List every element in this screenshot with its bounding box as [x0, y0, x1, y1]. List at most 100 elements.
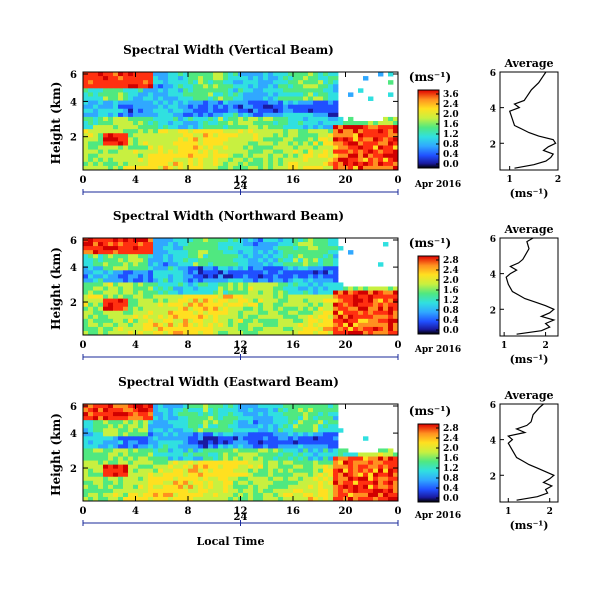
- heatmap-cell: [133, 84, 139, 89]
- heatmap-cell: [238, 270, 244, 275]
- heatmap-cell: [163, 294, 169, 300]
- heatmap-cell: [283, 282, 289, 287]
- heatmap-cell: [138, 496, 144, 502]
- heatmap-cell: [293, 412, 299, 417]
- heatmap-cell: [153, 440, 159, 445]
- heatmap-cell: [228, 278, 234, 283]
- heatmap-cell: [313, 145, 319, 150]
- heatmap-cell: [238, 242, 244, 247]
- heatmap-cell: [368, 322, 374, 328]
- heatmap-cell: [83, 302, 89, 308]
- heatmap-cell: [98, 412, 104, 417]
- heatmap-cell: [358, 318, 364, 324]
- heatmap-cell: [143, 165, 149, 171]
- heatmap-cell: [103, 137, 109, 142]
- heatmap-cell: [103, 112, 109, 118]
- heatmap-cell: [313, 322, 319, 328]
- heatmap-cell: [168, 456, 174, 461]
- heatmap-cell: [88, 468, 94, 474]
- heatmap-cell: [303, 428, 309, 433]
- heatmap-cell: [303, 472, 309, 478]
- heatmap-cell: [388, 460, 394, 466]
- heatmap-cell: [93, 448, 99, 453]
- heatmap-cell: [118, 242, 124, 247]
- heatmap-cell: [263, 116, 269, 122]
- heatmap-cell: [113, 76, 119, 81]
- heatmap-cell: [218, 460, 224, 466]
- heatmap-cell: [338, 488, 344, 494]
- heatmap-cell: [298, 100, 304, 106]
- heatmap-cell: [173, 278, 179, 283]
- heatmap-cell: [198, 262, 204, 267]
- heatmap-cell: [123, 145, 129, 150]
- colorbar-tick-label: 2.8: [443, 256, 459, 266]
- average-y-tick-label: 6: [490, 235, 496, 245]
- heatmap-cell: [258, 404, 264, 409]
- heatmap-cell: [243, 112, 249, 118]
- heatmap-cell: [288, 125, 294, 130]
- heatmap-cell: [98, 129, 104, 134]
- heatmap-cell: [158, 488, 164, 494]
- heatmap-cell: [333, 129, 339, 134]
- heatmap-cell: [333, 298, 339, 304]
- heatmap-cell: [108, 404, 114, 409]
- heatmap-cell: [353, 137, 359, 142]
- heatmap-cell: [213, 84, 219, 89]
- heatmap-cell: [163, 488, 169, 494]
- heatmap-cell: [303, 314, 309, 320]
- heatmap-cell: [253, 286, 259, 291]
- heatmap-cell: [213, 121, 219, 126]
- heatmap-cell: [128, 472, 134, 478]
- heatmap-cell: [178, 424, 184, 429]
- heatmap-cell: [118, 153, 124, 159]
- heatmap-cell: [118, 274, 124, 279]
- heatmap-cell: [183, 141, 189, 146]
- heatmap-cell: [198, 448, 204, 453]
- heatmap-cell: [163, 104, 169, 110]
- heatmap-cell: [298, 330, 304, 336]
- heatmap-cell: [313, 286, 319, 291]
- heatmap-cell: [283, 133, 289, 138]
- heatmap-cell: [183, 270, 189, 275]
- heatmap-cell: [288, 424, 294, 429]
- heatmap-cell: [173, 488, 179, 494]
- heatmap-cell: [88, 161, 94, 167]
- heatmap-cell: [223, 76, 229, 81]
- heatmap-cell: [268, 270, 274, 275]
- heatmap-cell: [263, 294, 269, 300]
- heatmap-cell: [263, 100, 269, 106]
- y-tick-label: 4: [70, 97, 77, 108]
- heatmap-cell: [103, 141, 109, 146]
- heatmap-cell: [383, 298, 389, 304]
- heatmap-cell: [288, 326, 294, 332]
- heatmap-cell: [163, 250, 169, 255]
- heatmap-cell: [138, 84, 144, 89]
- heatmap-cell: [278, 294, 284, 300]
- heatmap-cell: [93, 322, 99, 328]
- heatmap-cell: [103, 76, 109, 81]
- heatmap-cell: [288, 302, 294, 308]
- heatmap-cell: [273, 408, 279, 413]
- heatmap-cell: [103, 440, 109, 445]
- heatmap-cell: [218, 484, 224, 490]
- heatmap-cell: [123, 161, 129, 167]
- heatmap-cell: [263, 436, 269, 441]
- heatmap-cell: [93, 238, 99, 243]
- heatmap-cell: [198, 476, 204, 482]
- heatmap-cell: [333, 250, 339, 255]
- heatmap-cell: [213, 116, 219, 122]
- heatmap-cell: [113, 472, 119, 478]
- heatmap-cell: [318, 428, 324, 433]
- heatmap-cell: [363, 298, 369, 304]
- heatmap-cell: [273, 238, 279, 243]
- heatmap-cell: [183, 440, 189, 445]
- heatmap-cell: [193, 420, 199, 425]
- heatmap-cell: [278, 145, 284, 150]
- heatmap-cell: [373, 121, 379, 126]
- heatmap-cell: [183, 149, 189, 155]
- heatmap-cell: [93, 84, 99, 89]
- heatmap-cell: [343, 290, 349, 295]
- heatmap-cell: [238, 112, 244, 118]
- heatmap-cell: [98, 274, 104, 279]
- heatmap-cell: [263, 165, 269, 171]
